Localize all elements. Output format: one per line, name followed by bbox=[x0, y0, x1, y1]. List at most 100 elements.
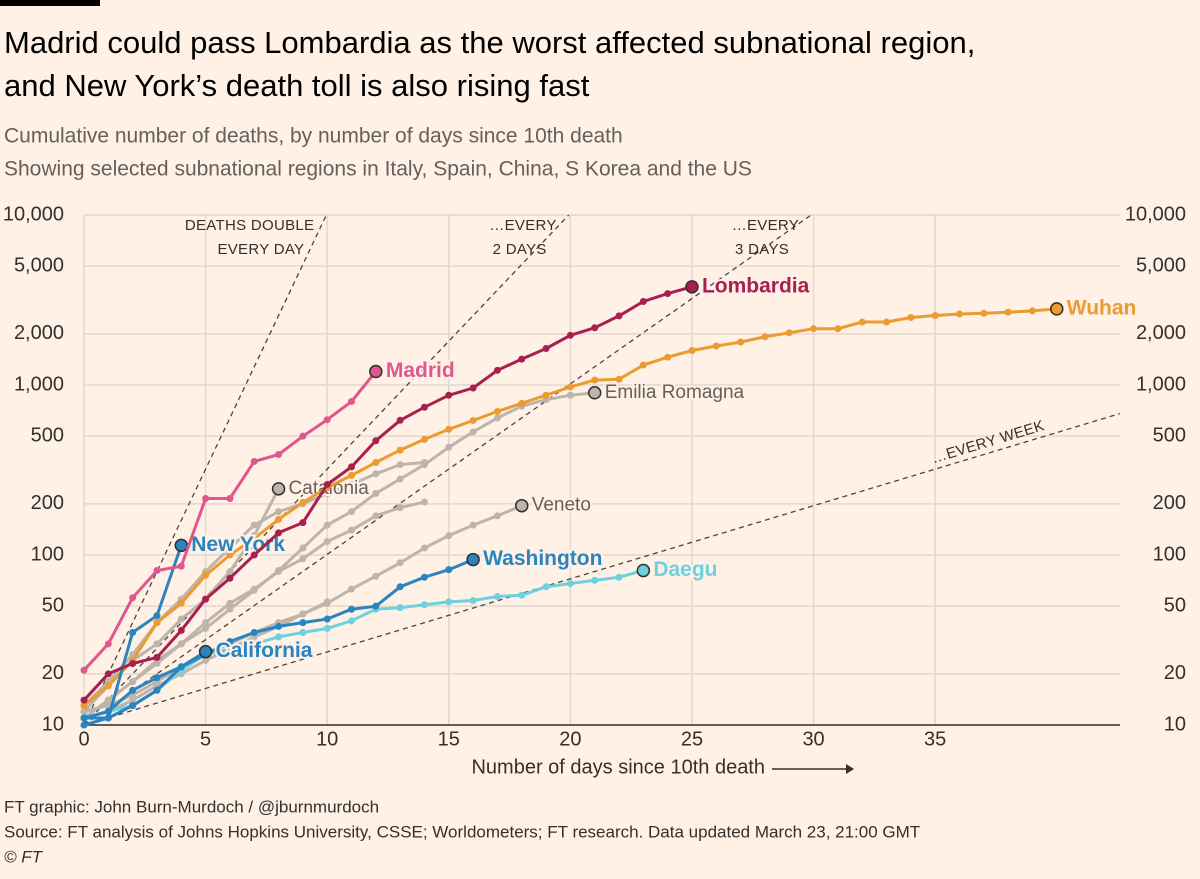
data-point bbox=[299, 432, 307, 440]
data-point bbox=[420, 573, 428, 581]
data-point bbox=[202, 595, 210, 603]
data-point bbox=[129, 696, 137, 704]
data-point bbox=[275, 451, 283, 459]
reference-label: EVERY DAY bbox=[217, 241, 304, 258]
data-point bbox=[372, 602, 380, 610]
y-tick-label: 500 bbox=[1153, 424, 1186, 446]
data-point bbox=[348, 605, 356, 613]
series-label: Lombardia bbox=[702, 274, 810, 297]
data-point bbox=[518, 399, 526, 407]
data-point bbox=[323, 599, 331, 607]
reference-label: DEATHS DOUBLE bbox=[185, 217, 314, 234]
data-point bbox=[493, 366, 501, 374]
y-tick-label: 500 bbox=[31, 424, 64, 446]
data-point bbox=[469, 428, 477, 436]
data-point bbox=[445, 391, 453, 399]
data-point bbox=[420, 601, 428, 609]
data-point bbox=[129, 678, 137, 686]
data-point bbox=[639, 361, 647, 369]
data-point bbox=[104, 640, 112, 648]
end-point bbox=[636, 563, 651, 578]
data-point bbox=[420, 403, 428, 411]
y-tick-label: 20 bbox=[1164, 662, 1186, 684]
data-point bbox=[445, 598, 453, 606]
data-point bbox=[129, 594, 137, 602]
data-point bbox=[955, 310, 963, 318]
data-point bbox=[615, 573, 623, 581]
data-point bbox=[275, 529, 283, 537]
x-tick-label: 35 bbox=[924, 728, 946, 750]
data-point bbox=[445, 566, 453, 574]
data-point bbox=[615, 375, 623, 383]
data-point bbox=[469, 384, 477, 392]
data-point bbox=[80, 702, 88, 710]
axis-arrowhead bbox=[846, 764, 854, 774]
data-point bbox=[299, 610, 307, 618]
reference-line bbox=[83, 214, 812, 726]
reference-line bbox=[83, 412, 1121, 726]
data-point bbox=[250, 629, 258, 637]
y-tick-label: 1,000 bbox=[1136, 373, 1186, 395]
data-point bbox=[445, 443, 453, 451]
data-point bbox=[420, 461, 428, 469]
y-tick-label: 2,000 bbox=[14, 322, 64, 344]
data-point bbox=[250, 457, 258, 465]
data-point bbox=[129, 702, 137, 710]
data-point bbox=[566, 383, 574, 391]
data-point bbox=[348, 471, 356, 479]
y-tick-label: 100 bbox=[31, 543, 64, 565]
data-point bbox=[250, 551, 258, 559]
data-point bbox=[566, 331, 574, 339]
data-point bbox=[177, 663, 185, 671]
data-point bbox=[323, 521, 331, 529]
data-point bbox=[980, 309, 988, 317]
data-point bbox=[104, 696, 112, 704]
data-point bbox=[615, 312, 623, 320]
data-point bbox=[445, 425, 453, 433]
data-point bbox=[785, 329, 793, 337]
end-point bbox=[466, 552, 480, 567]
data-point bbox=[226, 544, 234, 552]
data-point bbox=[299, 519, 307, 527]
data-point bbox=[542, 391, 550, 399]
end-point bbox=[271, 482, 286, 496]
data-point bbox=[226, 574, 234, 582]
data-point bbox=[250, 586, 258, 594]
y-tick-label: 5,000 bbox=[14, 254, 64, 276]
reference-label: …EVERY WEEK bbox=[930, 417, 1047, 467]
data-point bbox=[493, 407, 501, 415]
chart-title: Madrid could pass Lombardia as the worst… bbox=[4, 25, 975, 60]
data-point bbox=[177, 615, 185, 623]
data-point bbox=[566, 579, 574, 587]
y-tick-label: 50 bbox=[42, 594, 64, 616]
data-point bbox=[250, 521, 258, 529]
data-point bbox=[202, 619, 210, 627]
data-point bbox=[80, 721, 88, 729]
data-point bbox=[396, 416, 404, 424]
data-point bbox=[153, 674, 161, 682]
data-point bbox=[591, 576, 599, 584]
data-point bbox=[104, 682, 112, 690]
data-point bbox=[299, 619, 307, 627]
x-tick-label: 10 bbox=[316, 728, 338, 750]
end-point bbox=[1050, 302, 1064, 316]
y-tick-label: 100 bbox=[1153, 543, 1186, 565]
series-label: Veneto bbox=[532, 495, 591, 516]
data-point bbox=[323, 416, 331, 424]
data-point bbox=[469, 417, 477, 425]
footer: Source: FT analysis of Johns Hopkins Uni… bbox=[4, 822, 920, 841]
chart-subtitle: Cumulative number of deaths, by number o… bbox=[4, 125, 623, 148]
data-point bbox=[348, 508, 356, 516]
data-point bbox=[372, 470, 380, 478]
data-point bbox=[153, 686, 161, 694]
series-line bbox=[83, 569, 644, 720]
data-point bbox=[858, 318, 866, 326]
data-point bbox=[177, 640, 185, 648]
data-point bbox=[202, 571, 210, 579]
data-point bbox=[250, 640, 258, 648]
reference-label: …EVERY bbox=[489, 217, 556, 234]
data-point bbox=[493, 512, 501, 520]
end-point bbox=[587, 386, 602, 400]
end-point bbox=[514, 498, 529, 513]
